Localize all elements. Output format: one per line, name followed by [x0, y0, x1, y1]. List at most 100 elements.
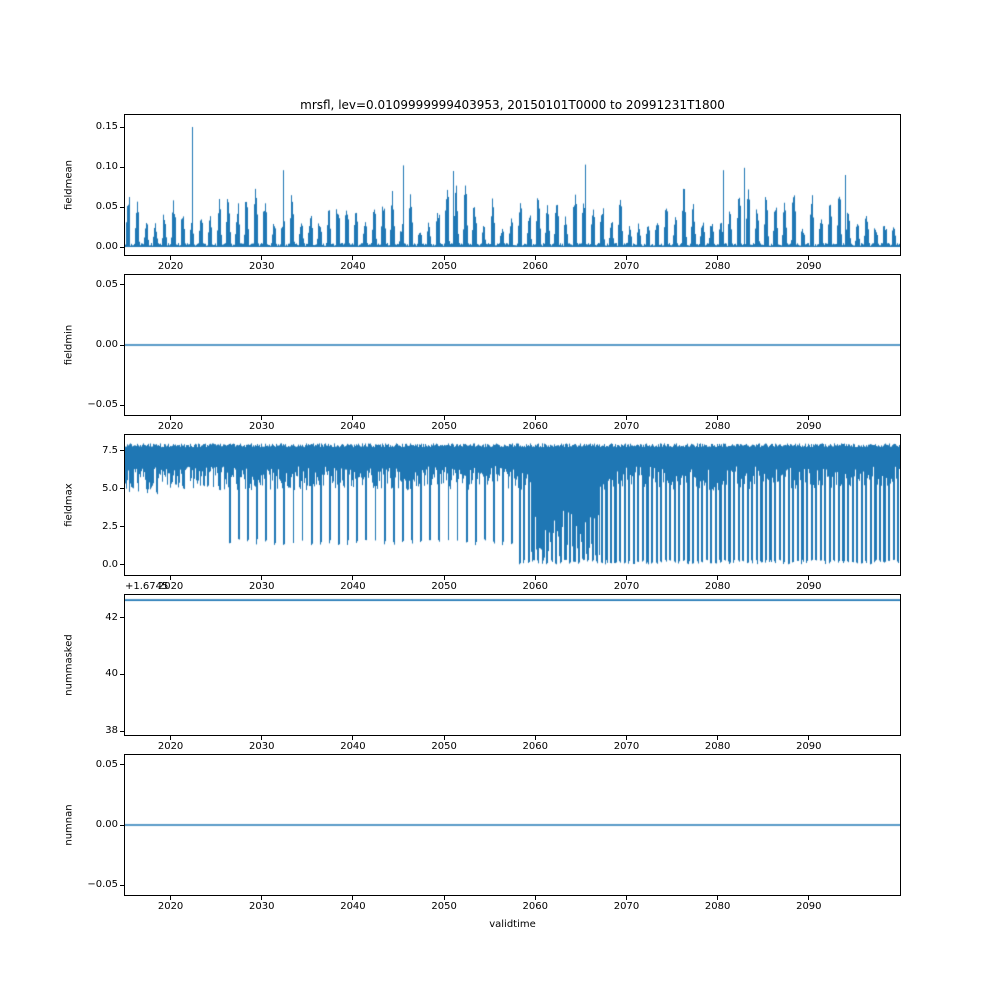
x-tick-label: 2070 [613, 421, 640, 432]
y-tick-mark [120, 246, 124, 248]
y-offset-text: +1.6745 [125, 581, 169, 592]
x-tick-label: 2080 [704, 901, 731, 912]
y-tick-label: 0.15 [95, 121, 118, 132]
x-tick-mark [261, 256, 263, 260]
y-tick-label: 40 [105, 668, 118, 680]
x-tick-mark [170, 896, 172, 900]
y-tick-mark [120, 730, 124, 732]
x-tick-label: 2020 [157, 581, 184, 592]
x-tick-label: 2060 [522, 581, 548, 592]
x-tick-label: 2030 [249, 421, 275, 432]
x-tick-mark [170, 736, 172, 740]
x-tick-mark [717, 896, 719, 900]
x-tick-mark [443, 896, 445, 900]
x-tick-label: 2070 [613, 581, 640, 592]
y-tick-label: 0.00 [95, 339, 118, 350]
x-tick-mark [443, 736, 445, 740]
y-tick-mark [120, 764, 124, 766]
y-tick-label: 0.0 [102, 558, 118, 570]
y-tick-mark [120, 884, 124, 886]
plot-fieldmin [124, 274, 901, 416]
x-tick-mark [808, 256, 810, 260]
x-tick-mark [261, 896, 263, 900]
x-tick-label: 2050 [431, 741, 457, 752]
x-tick-mark [808, 736, 810, 740]
figure-title: mrsfl, lev=0.0109999999403953, 20150101T… [300, 98, 725, 112]
plot-numnan [124, 754, 901, 896]
x-tick-mark [534, 576, 536, 580]
plot-fieldmean [124, 114, 901, 256]
x-tick-label: 2040 [340, 421, 366, 432]
x-tick-label: 2050 [431, 901, 457, 912]
x-tick-label: 2070 [613, 261, 640, 272]
x-tick-label: 2060 [522, 261, 548, 272]
x-tick-label: 2090 [796, 261, 822, 272]
y-tick-label: 0.05 [95, 758, 118, 770]
y-tick-label: 0.00 [95, 241, 118, 252]
y-tick-label: 0.05 [95, 278, 118, 290]
y-tick-label: −0.05 [87, 399, 118, 411]
ylabel-nummasked: nummasked [63, 634, 75, 696]
y-tick-mark [120, 526, 124, 528]
x-tick-label: 2030 [249, 581, 275, 592]
x-tick-label: 2080 [704, 261, 731, 272]
x-tick-label: 2090 [796, 581, 822, 592]
x-tick-mark [625, 896, 627, 900]
y-tick-mark [120, 673, 124, 675]
y-tick-label: 7.5 [102, 444, 118, 456]
x-tick-mark [625, 416, 627, 420]
x-tick-label: 2060 [522, 901, 548, 912]
plot-fieldmax [124, 434, 901, 576]
x-tick-mark [352, 256, 354, 260]
y-tick-mark [120, 166, 124, 168]
x-tick-mark [534, 896, 536, 900]
x-tick-label: 2040 [340, 901, 366, 912]
x-tick-label: 2050 [431, 261, 457, 272]
x-tick-label: 2060 [522, 741, 548, 752]
x-tick-label: 2070 [613, 741, 640, 752]
x-tick-label: 2090 [796, 421, 822, 432]
fieldmin-series-canvas [125, 275, 900, 415]
x-tick-mark [717, 416, 719, 420]
x-tick-label: 2050 [431, 421, 457, 432]
x-tick-label: 2030 [249, 901, 275, 912]
nummasked-series-canvas [125, 595, 900, 735]
x-tick-mark [261, 416, 263, 420]
y-tick-mark [120, 617, 124, 619]
x-tick-mark [808, 896, 810, 900]
x-tick-mark [625, 256, 627, 260]
x-tick-mark [352, 416, 354, 420]
x-tick-mark [352, 576, 354, 580]
y-tick-mark [120, 206, 124, 208]
x-tick-mark [717, 736, 719, 740]
x-tick-label: 2070 [613, 901, 640, 912]
x-tick-mark [808, 416, 810, 420]
x-tick-mark [717, 576, 719, 580]
x-tick-mark [352, 736, 354, 740]
numnan-series-canvas [125, 755, 900, 895]
x-tick-mark [261, 736, 263, 740]
x-tick-label: 2050 [431, 581, 457, 592]
y-tick-mark [120, 344, 124, 346]
x-tick-label: 2080 [704, 741, 731, 752]
x-tick-label: 2020 [157, 421, 184, 432]
x-tick-mark [534, 736, 536, 740]
y-tick-label: −0.05 [87, 879, 118, 891]
x-tick-label: 2030 [249, 261, 275, 272]
x-tick-label: 2040 [340, 261, 366, 272]
x-tick-mark [625, 576, 627, 580]
x-tick-label: 2030 [249, 741, 275, 752]
plot-nummasked [124, 594, 901, 736]
y-tick-mark [120, 284, 124, 286]
x-tick-label: 2040 [340, 581, 366, 592]
x-axis-label: validtime [489, 919, 536, 930]
fieldmean-series-canvas [125, 115, 900, 255]
x-tick-mark [625, 736, 627, 740]
y-tick-mark [120, 404, 124, 406]
y-tick-mark [120, 824, 124, 826]
x-tick-mark [170, 416, 172, 420]
x-tick-label: 2080 [704, 421, 731, 432]
y-tick-mark [120, 450, 124, 452]
x-tick-label: 2080 [704, 581, 731, 592]
